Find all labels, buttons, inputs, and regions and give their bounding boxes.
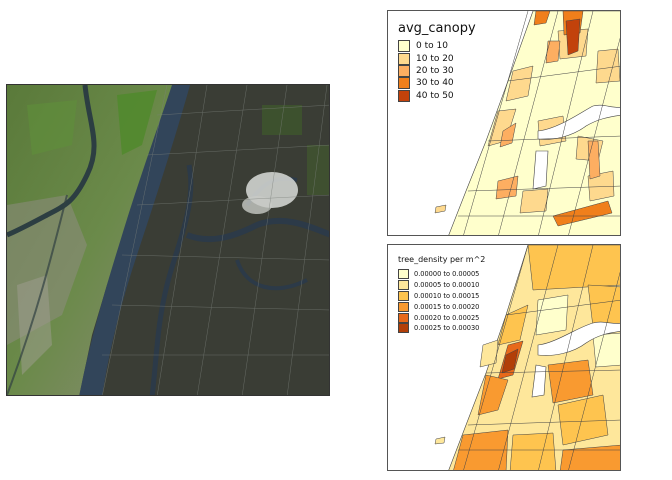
canopy-class-label: 20 to 30 <box>416 65 454 76</box>
density-swatch <box>398 312 409 323</box>
canopy-swatch <box>398 64 410 77</box>
density-class-label: 0.00015 to 0.00020 <box>414 302 480 311</box>
satellite-image <box>7 85 329 395</box>
canopy-choropleth <box>388 11 620 235</box>
canopy-class-label: 10 to 20 <box>416 53 454 64</box>
density-class-label: 0.00020 to 0.00025 <box>414 313 480 322</box>
density-legend-item: 0.00010 to 0.00015 <box>398 290 485 302</box>
density-map: tree_density per m^2 0.00000 to 0.00005 … <box>387 244 621 471</box>
density-class-label: 0.00010 to 0.00015 <box>414 291 480 300</box>
canopy-legend: avg_canopy 0 to 10 10 to 20 20 to 30 30 … <box>398 21 476 102</box>
density-choropleth <box>388 245 620 470</box>
canopy-legend-item: 0 to 10 <box>398 40 476 53</box>
canopy-swatch <box>398 89 410 102</box>
canopy-legend-item: 30 to 40 <box>398 77 476 90</box>
density-class-label: 0.00025 to 0.00030 <box>414 324 480 333</box>
canopy-legend-title: avg_canopy <box>398 21 476 36</box>
density-legend-item: 0.00000 to 0.00005 <box>398 269 485 280</box>
density-legend-item: 0.00020 to 0.00025 <box>398 312 485 323</box>
density-legend-item: 0.00025 to 0.00030 <box>398 323 485 334</box>
canopy-legend-item: 20 to 30 <box>398 64 476 77</box>
canopy-legend-item: 40 to 50 <box>398 89 476 102</box>
canopy-class-label: 30 to 40 <box>416 78 454 89</box>
canopy-swatch <box>398 52 410 65</box>
density-legend: tree_density per m^2 0.00000 to 0.00005 … <box>398 255 485 334</box>
density-swatch <box>398 280 409 291</box>
density-swatch <box>398 269 409 280</box>
density-swatch <box>398 323 409 334</box>
canopy-legend-item: 10 to 20 <box>398 52 476 65</box>
density-class-label: 0.00005 to 0.00010 <box>414 281 480 290</box>
density-legend-item: 0.00005 to 0.00010 <box>398 280 485 291</box>
canopy-map: avg_canopy 0 to 10 10 to 20 20 to 30 30 … <box>387 10 621 236</box>
satellite-map <box>6 84 330 396</box>
canopy-swatch <box>398 77 410 90</box>
canopy-class-label: 40 to 50 <box>416 90 454 101</box>
density-legend-title: tree_density per m^2 <box>398 255 486 264</box>
density-swatch <box>398 301 409 312</box>
density-legend-item: 0.00015 to 0.00020 <box>398 301 485 312</box>
density-class-label: 0.00000 to 0.00005 <box>414 270 480 279</box>
canopy-swatch <box>398 40 410 53</box>
canopy-class-label: 0 to 10 <box>416 41 448 52</box>
density-swatch <box>398 290 409 301</box>
